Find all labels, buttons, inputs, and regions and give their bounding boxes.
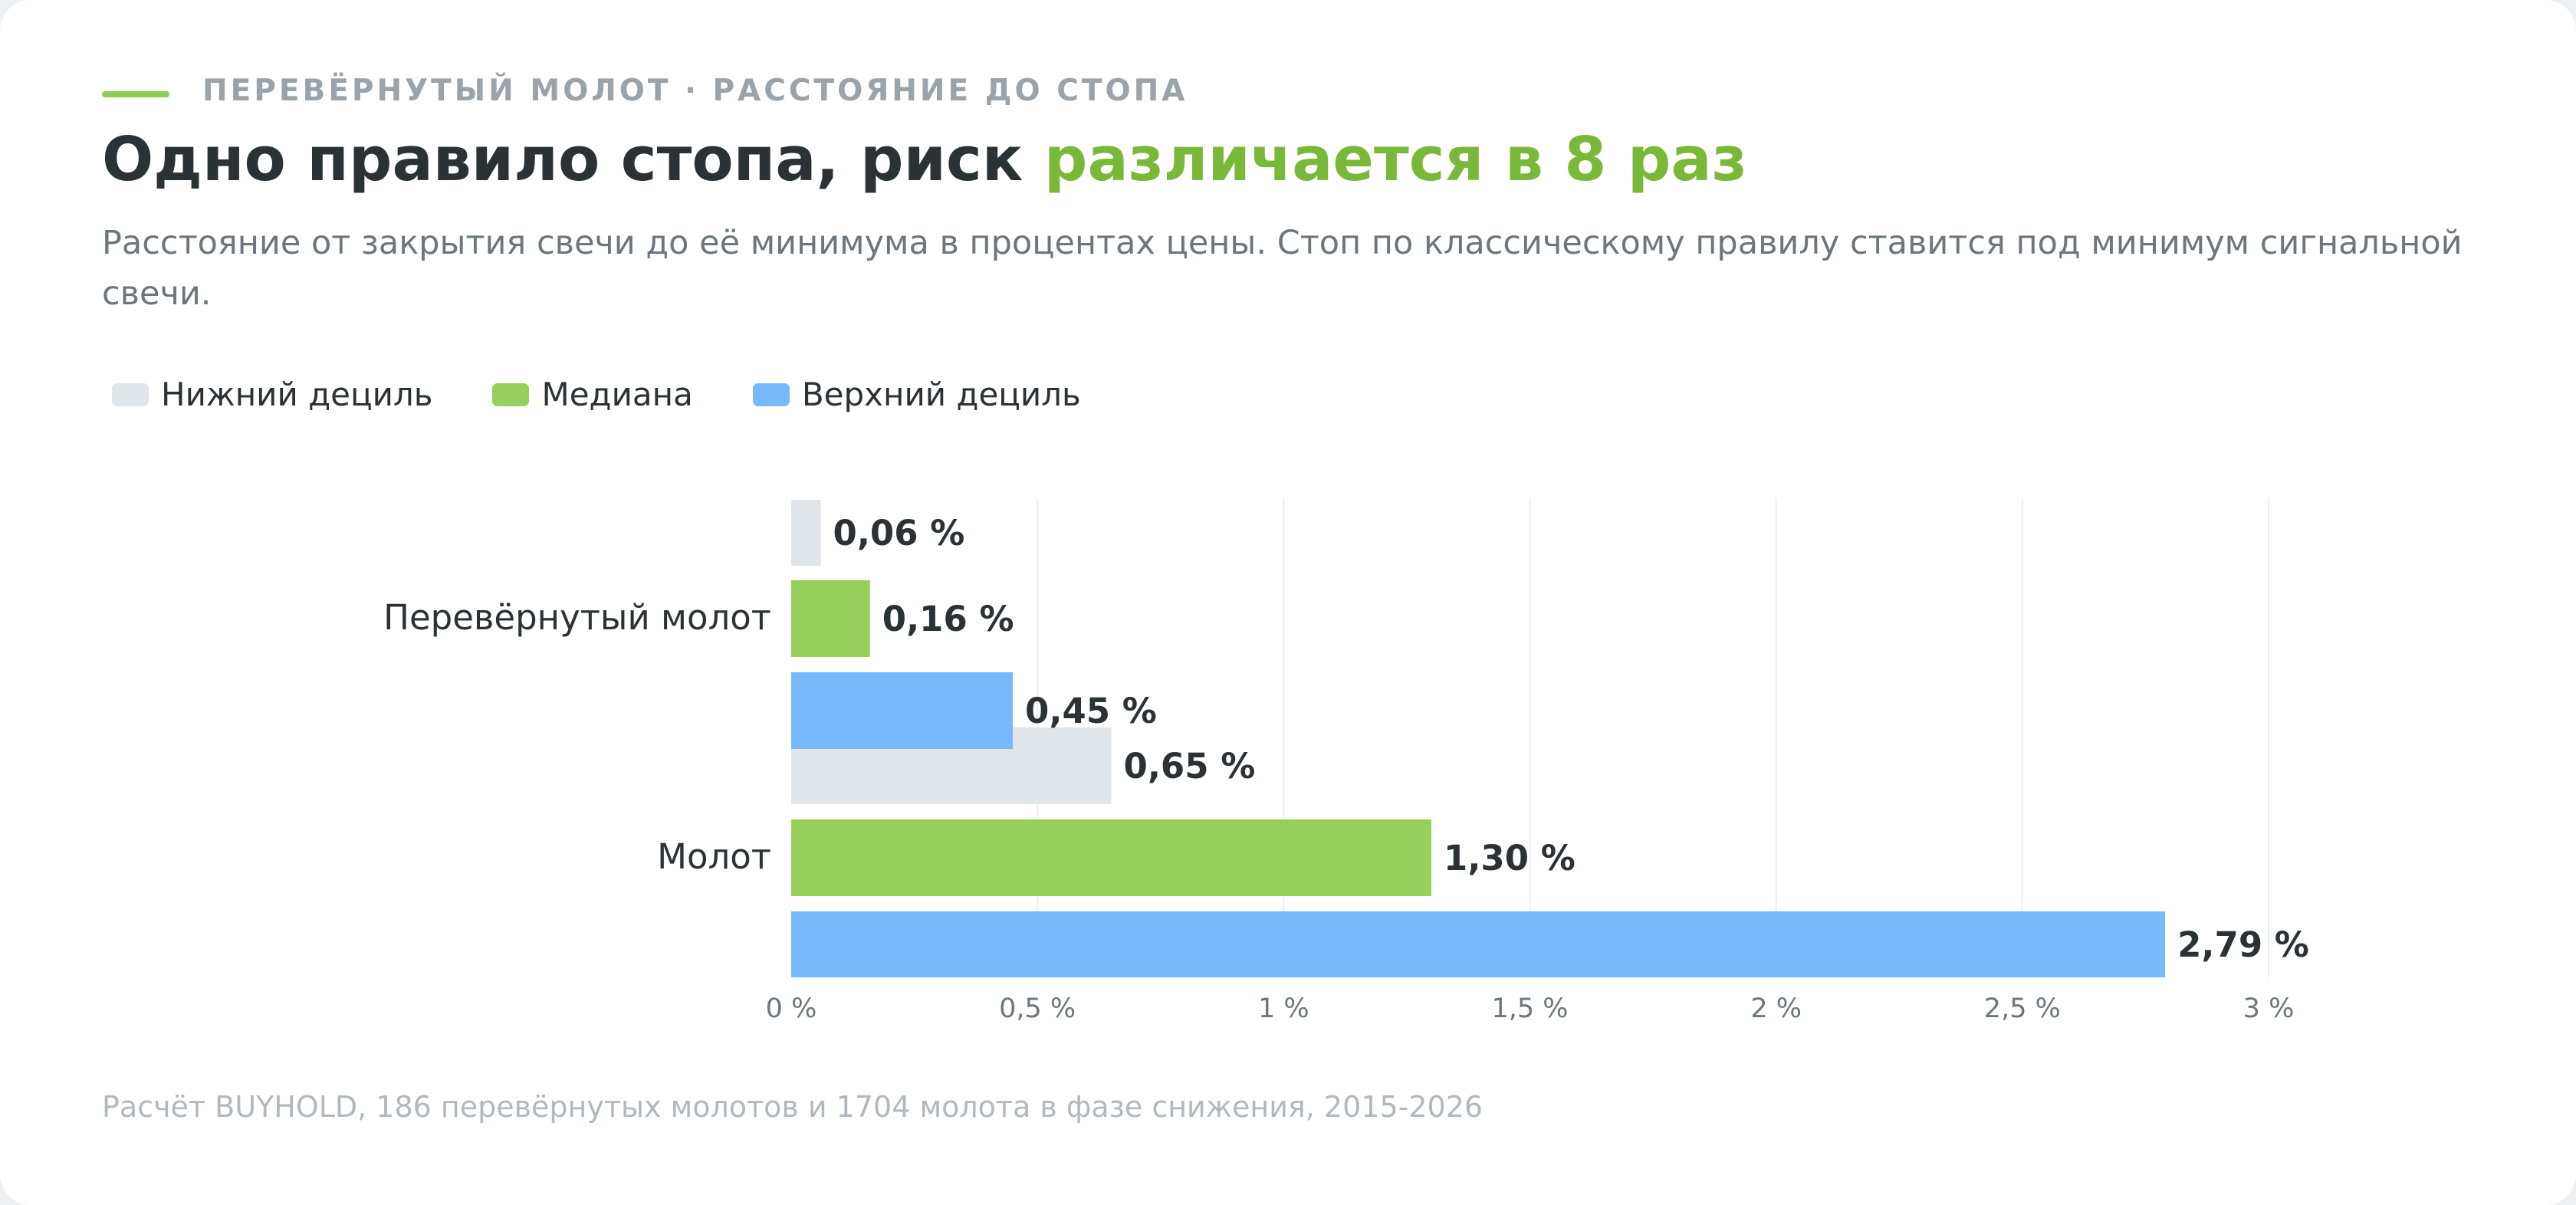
subtitle: Расстояние от закрытия свечи до её миним… <box>102 224 2463 313</box>
value-label-low-1: 0,65 % <box>1124 746 1256 786</box>
value-label-median-0: 0,16 % <box>882 599 1014 639</box>
bar-chart: Перевёрнутый молот Молот 0,06 % 0,65 % 0,16 … <box>383 498 2309 1024</box>
category-label-1: Молот <box>657 836 771 877</box>
x-tick-label-6: 3 % <box>2243 993 2295 1024</box>
legend-label-low: Нижний дециль <box>161 376 433 413</box>
category-label-0: Перевёрнутый молот <box>383 597 771 638</box>
title-accent: различается в 8 раз <box>1043 124 1747 195</box>
legend-label-median: Медиана <box>541 376 693 413</box>
legend-label-high: Верхний дециль <box>801 376 1081 413</box>
legend-swatch-low <box>112 383 149 406</box>
legend-swatch-median <box>492 383 530 406</box>
x-tick-label-3: 1,5 % <box>1491 993 1568 1024</box>
title-main: Одно правило стопа, риск <box>102 124 1044 195</box>
page-title: Одно правило стопа, риск различается в 8… <box>102 124 1747 195</box>
legend: Нижний дециль Медиана Верхний дециль <box>112 376 1141 413</box>
value-label-high-1: 2,79 % <box>2177 924 2309 965</box>
x-tick-label-5: 2,5 % <box>1984 993 2061 1024</box>
x-tick-label-2: 1 % <box>1258 993 1309 1024</box>
kicker-accent-line <box>102 91 169 97</box>
legend-swatch-high <box>752 383 790 406</box>
x-tick-label-4: 2 % <box>1750 993 1802 1024</box>
legend-item-low: Нижний дециль <box>112 376 432 413</box>
x-tick-label-0: 0 % <box>766 993 817 1024</box>
bar-low-0 <box>791 500 821 566</box>
value-label-high-0: 0,45 % <box>1025 691 1157 731</box>
legend-item-median: Медиана <box>492 376 693 413</box>
x-tick-label-1: 0,5 % <box>999 993 1076 1024</box>
bar-median-1 <box>791 819 1432 896</box>
source-note: Расчёт BUYHOLD, 186 перевёрнутых молотов… <box>102 1090 1484 1124</box>
legend-item-high: Верхний дециль <box>752 376 1081 413</box>
value-label-low-0: 0,06 % <box>833 513 965 553</box>
kicker: ПЕРЕВЁРНУТЫЙ МОЛОТ · РАССТОЯНИЕ ДО СТОПА <box>202 74 1188 108</box>
bar-high-1 <box>791 911 2166 977</box>
value-label-median-1: 1,30 % <box>1444 838 1576 878</box>
bar-high-0 <box>791 672 1014 749</box>
bar-median-0 <box>791 580 870 657</box>
